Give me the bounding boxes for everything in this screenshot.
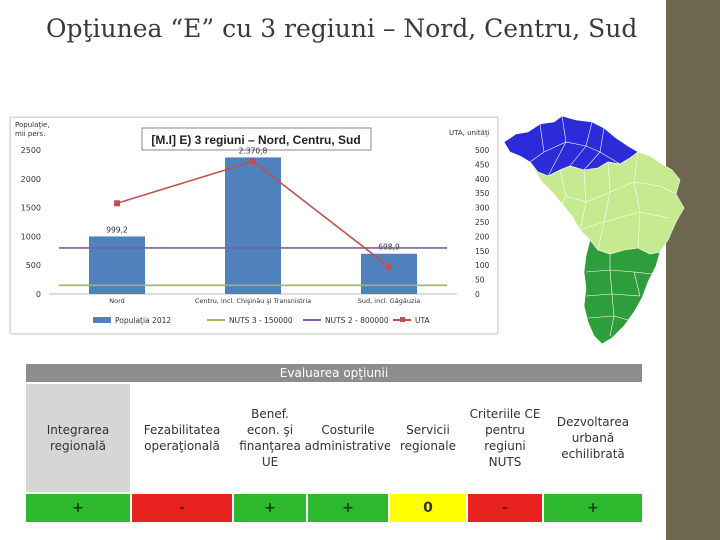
x-tick-label: Centru, incl. Chişinău şi Transnistria xyxy=(195,297,311,305)
y-tick-label-left: 2000 xyxy=(21,175,41,184)
x-tick-label: Nord xyxy=(109,297,125,305)
criteria-row: Integrarea regională Fezabilitatea opera… xyxy=(26,384,642,492)
left-axis-label: Populaţie, xyxy=(15,121,50,129)
value-cell: - xyxy=(468,494,542,522)
y-tick-label-right: 150 xyxy=(475,247,490,256)
legend-label: UTA xyxy=(415,316,430,325)
y-tick-label-left: 2500 xyxy=(21,146,41,155)
y-tick-label-left: 500 xyxy=(26,261,41,270)
uta-point xyxy=(386,263,392,270)
criterion-cell: Fezabilitatea operaţională xyxy=(132,384,232,492)
legend-label: Populaţia 2012 xyxy=(115,316,171,325)
legend-label: NUTS 2 - 800000 xyxy=(325,316,389,325)
bar xyxy=(361,253,417,294)
x-tick-label: Sud, incl. Găgăuzia xyxy=(358,297,420,305)
legend-label: NUTS 3 - 150000 xyxy=(229,316,293,325)
criterion-cell: Costurile administrative xyxy=(305,384,391,492)
uta-point xyxy=(114,200,120,207)
y-tick-label-right: 0 xyxy=(475,290,480,299)
chart-svg: [M.I] E) 3 regiuni – Nord, Centru, Sud Po… xyxy=(15,121,490,325)
value-cell: + xyxy=(544,494,642,522)
y-tick-label-left: 1500 xyxy=(21,204,41,213)
y-tick-label-right: 200 xyxy=(475,232,490,241)
criterion-cell: Criteriile CE pentru regiuni NUTS xyxy=(468,384,542,492)
map-region-centru xyxy=(529,151,685,255)
right-axis-label: UTA, unităţi xyxy=(449,129,490,137)
value-cell: 0 xyxy=(390,494,466,522)
bar xyxy=(89,236,145,294)
values-row: + - + + 0 - + xyxy=(26,494,642,522)
y-tick-label-right: 400 xyxy=(475,175,490,184)
chart-title: [M.I] E) 3 regiuni – Nord, Centru, Sud xyxy=(151,133,360,147)
y-tick-label-left: 1000 xyxy=(21,232,41,241)
bar-data-label: 999,2 xyxy=(106,225,128,234)
value-cell: + xyxy=(234,494,306,522)
left-axis-label: mii pers. xyxy=(15,130,45,138)
y-tick-label-right: 500 xyxy=(475,146,490,155)
y-tick-label-right: 350 xyxy=(475,189,490,198)
y-tick-label-left: 0 xyxy=(36,290,41,299)
criterion-cell: Benef. econ. şi finanţarea UE xyxy=(234,384,306,492)
legend-swatch xyxy=(93,317,111,323)
criterion-cell: Integrarea regională xyxy=(26,384,130,492)
y-tick-label-right: 50 xyxy=(475,276,485,285)
moldova-map xyxy=(500,112,706,348)
right-decor-bar xyxy=(666,0,720,540)
criterion-cell: Servicii regionale xyxy=(390,384,466,492)
slide-title: Opţiunea “E” cu 3 regiuni – Nord, Centru… xyxy=(46,14,638,43)
map-region-sud xyxy=(583,239,661,345)
uta-point xyxy=(250,158,256,165)
value-cell: + xyxy=(308,494,388,522)
legend-swatch-marker xyxy=(400,317,405,322)
population-chart: [M.I] E) 3 regiuni – Nord, Centru, Sud Po… xyxy=(10,117,498,334)
criterion-cell: Dezvoltarea urbană echilibrată xyxy=(544,384,642,492)
value-cell: - xyxy=(132,494,232,522)
chart-title-box xyxy=(141,127,372,151)
value-cell: + xyxy=(26,494,130,522)
bar-data-label: 2.370,8 xyxy=(239,146,268,155)
y-tick-label-right: 450 xyxy=(475,160,490,169)
bar xyxy=(225,157,281,294)
y-tick-label-right: 300 xyxy=(475,204,490,213)
y-tick-label-right: 100 xyxy=(475,261,490,270)
y-tick-label-right: 250 xyxy=(475,218,490,227)
evaluation-header: Evaluarea opţiunii xyxy=(26,364,642,382)
